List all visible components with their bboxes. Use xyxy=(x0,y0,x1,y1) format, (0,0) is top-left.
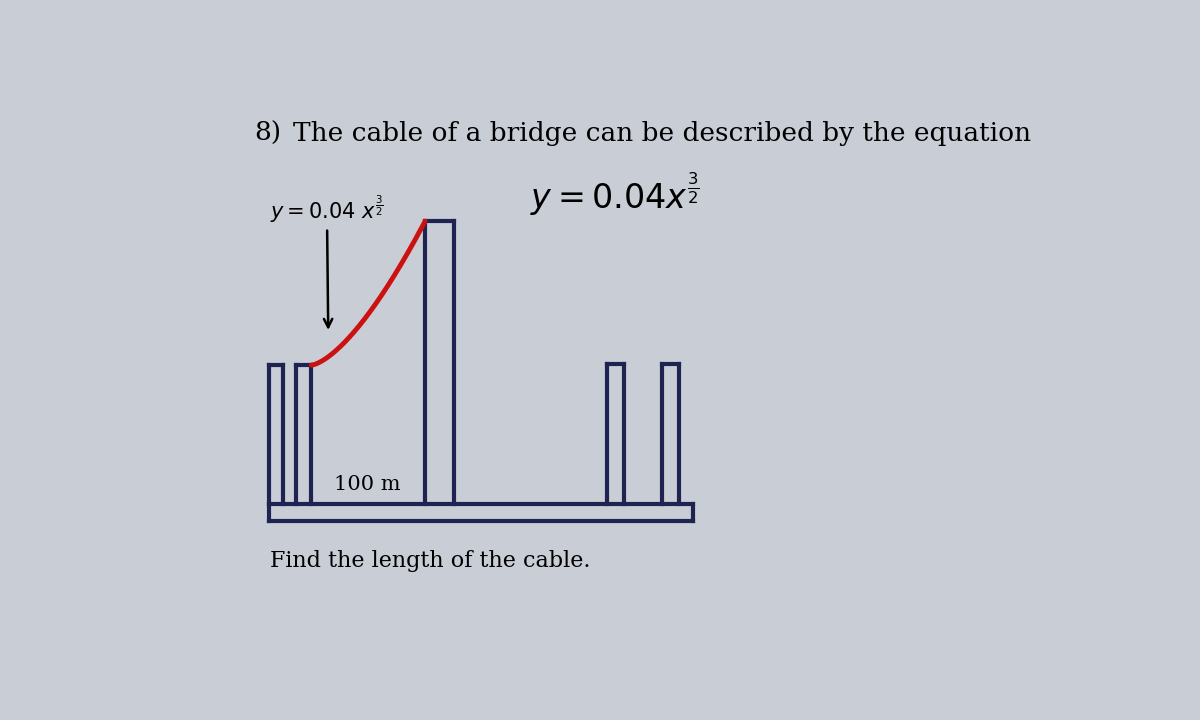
Text: Find the length of the cable.: Find the length of the cable. xyxy=(270,550,590,572)
Text: The cable of a bridge can be described by the equation: The cable of a bridge can be described b… xyxy=(293,121,1032,146)
Text: $y = 0.04x^{\frac{3}{2}}$: $y = 0.04x^{\frac{3}{2}}$ xyxy=(530,171,700,218)
Text: 100 m: 100 m xyxy=(334,475,401,494)
Text: 8): 8) xyxy=(254,121,282,146)
Text: $y = 0.04\ x^{\frac{3}{2}}$: $y = 0.04\ x^{\frac{3}{2}}$ xyxy=(270,194,384,327)
